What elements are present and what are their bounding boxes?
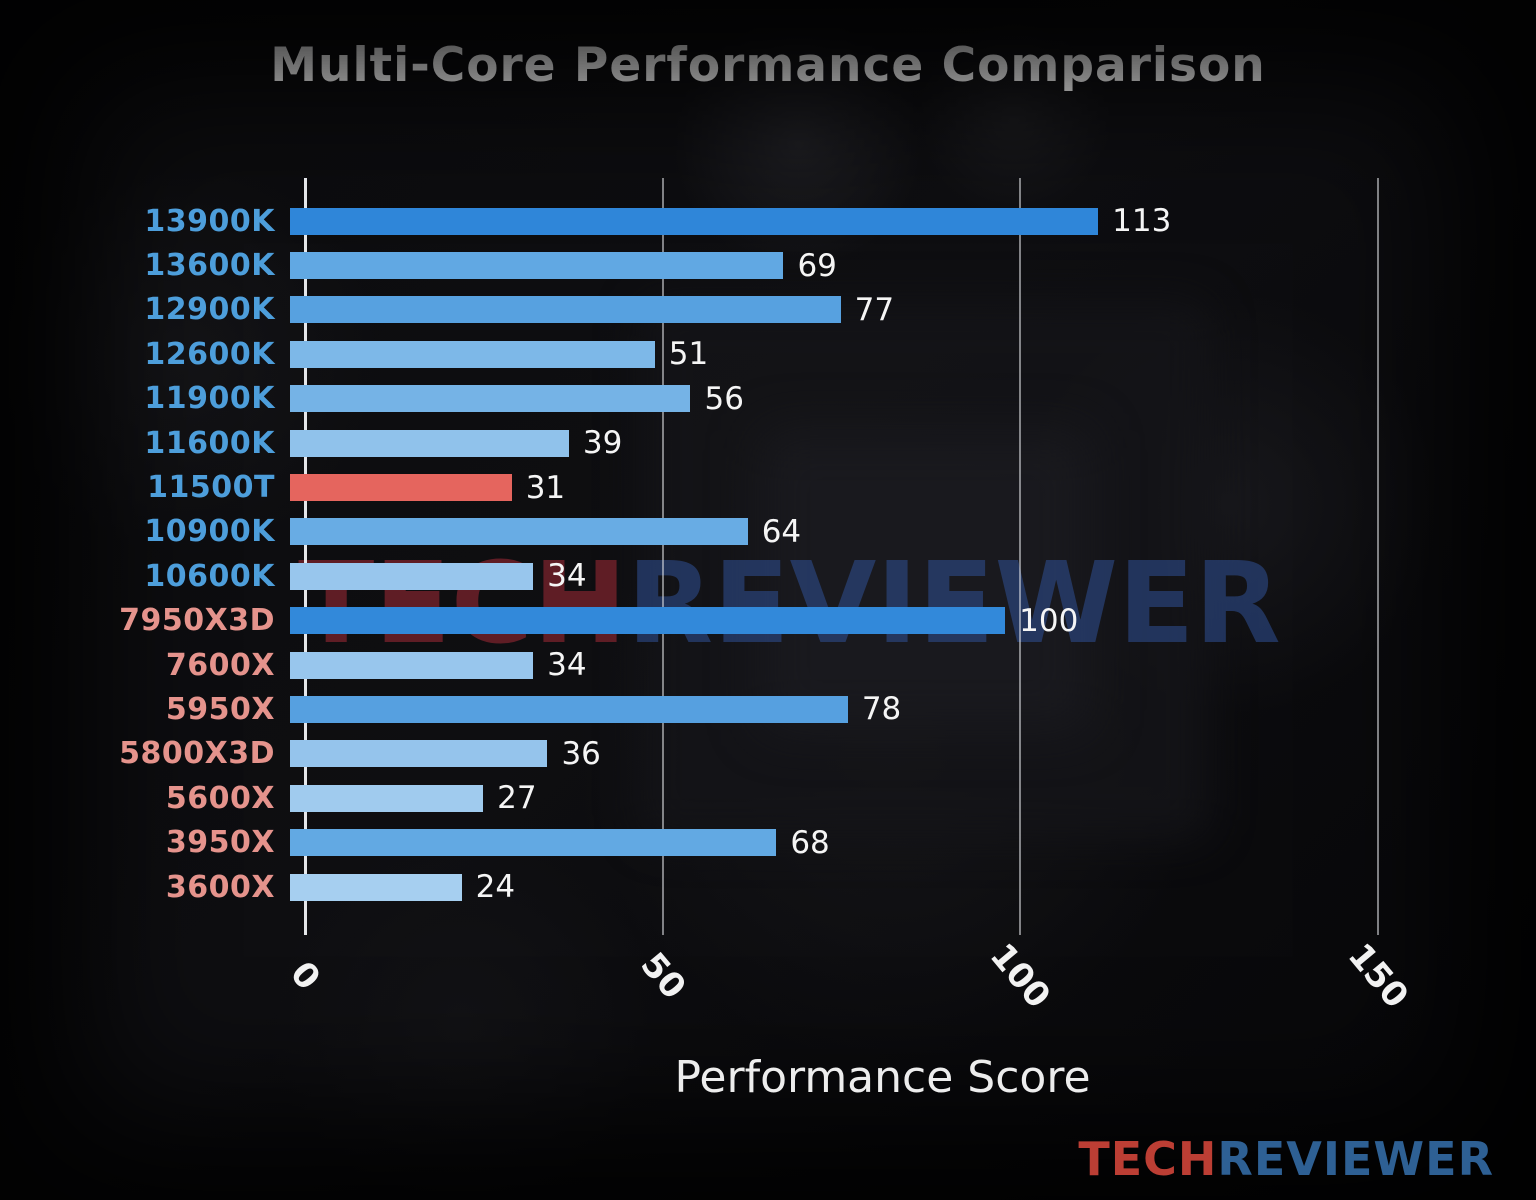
bar-value-label: 24 [475,869,516,906]
bar-area: 78 [290,691,1445,727]
table-row: 11500T 31 [90,465,1480,509]
watermark-reviewer: REVIEWER [626,539,1281,669]
table-row: 11600K 39 [90,421,1480,465]
bar-value-label: 27 [497,780,537,817]
bar-value-label: 77 [854,291,895,328]
bar-area: 31 [290,470,1445,506]
category-label: 12900K [144,292,275,328]
category-label: 3600X [165,869,275,905]
category-label: 11900K [144,381,275,417]
bar-area: 113 [290,203,1445,239]
table-row: 13600K 69 [90,243,1480,287]
table-row: 7600X 34 [90,643,1480,687]
category-label: 7600X [165,647,275,683]
bar-area: 34 [290,558,1445,594]
bar [290,429,569,457]
gridline-150 [1376,178,1379,935]
bar-area: 51 [290,336,1445,372]
bar-value-label: 100 [1019,602,1079,639]
table-row: 12900K 77 [90,288,1480,332]
bar [290,740,548,768]
bar-area: 100 [290,603,1445,639]
bar-rows: 13900K 113 13600K 69 12900K 77 12600K [90,178,1480,935]
table-row: 5800X3D 36 [90,732,1480,776]
bar [290,296,841,324]
bar-area: 36 [290,736,1445,772]
bar [290,651,534,679]
bar [290,829,777,857]
bar-area: 77 [290,292,1445,328]
table-row: 10900K 64 [90,510,1480,554]
category-label: 7950X3D [119,603,275,639]
bar-value-label: 68 [790,824,830,861]
bar-area: 39 [290,425,1445,461]
bar [290,873,462,901]
x-tick-label: 150 [1339,935,1416,1017]
table-row: 12600K 51 [90,332,1480,376]
bar [290,207,1099,235]
bar-value-label: 39 [582,425,623,462]
category-label: 13600K [144,248,275,284]
bar-value-label: 34 [547,647,587,684]
bar [290,607,1006,635]
category-label: 13900K [144,203,275,239]
x-tick-label: 50 [632,945,694,1007]
cpu-background-inner-shape [760,430,1090,730]
bar-value-label: 34 [547,558,587,595]
table-row: 3600X 24 [90,865,1480,909]
category-label: 10600K [144,558,275,594]
x-tick-label: 100 [982,935,1059,1017]
gridline-100 [1019,178,1022,935]
bar [290,385,691,413]
table-row: 10600K 34 [90,554,1480,598]
bar-value-label: 51 [668,336,709,373]
bar [290,784,484,812]
category-label: 11600K [144,425,275,461]
table-row: 13900K 113 [90,199,1480,243]
table-row: 7950X3D 100 [90,599,1480,643]
bar-area: 24 [290,869,1445,905]
table-row: 11900K 56 [90,377,1480,421]
x-axis-title: Performance Score [674,1052,1091,1103]
bar-area: 69 [290,248,1445,284]
bar-area: 68 [290,825,1445,861]
category-label: 5600X [165,780,275,816]
category-label: 5950X [165,691,275,727]
logo-reviewer: REVIEWER [1217,1132,1494,1186]
y-axis-line [304,178,307,935]
bar [290,518,748,546]
category-label: 10900K [144,514,275,550]
techreviewer-logo: TECHREVIEWER [1078,1132,1494,1186]
table-row: 5600X 27 [90,776,1480,820]
highlighted-bar [290,474,512,502]
x-axis-ticks: 0 50 100 150 [282,936,1460,1058]
chart-title: Multi-Core Performance Comparison [270,38,1266,93]
category-label: 12600K [144,336,275,372]
bar-area: 56 [290,381,1445,417]
bar-value-label: 78 [861,691,902,728]
gridline-50 [661,178,664,935]
table-row: 5950X 78 [90,687,1480,731]
bar [290,252,784,280]
bar-area: 34 [290,647,1445,683]
bar-value-label: 56 [704,380,744,417]
plot-grid [304,178,1460,935]
bar-value-label: 69 [797,247,837,284]
bar [290,695,848,723]
category-label: 3950X [165,825,275,861]
category-label: 11500T [147,470,275,506]
bar-value-label: 31 [525,469,566,506]
bar-area: 27 [290,780,1445,816]
table-row: 3950X 68 [90,820,1480,864]
bar-value-label: 36 [561,735,601,772]
bar-value-label: 113 [1112,203,1172,240]
logo-tech: TECH [1078,1132,1218,1186]
bar-area: 64 [290,514,1445,550]
bar-value-label: 64 [761,513,802,550]
bar [290,562,534,590]
category-label: 5800X3D [119,736,275,772]
bar [290,340,655,368]
